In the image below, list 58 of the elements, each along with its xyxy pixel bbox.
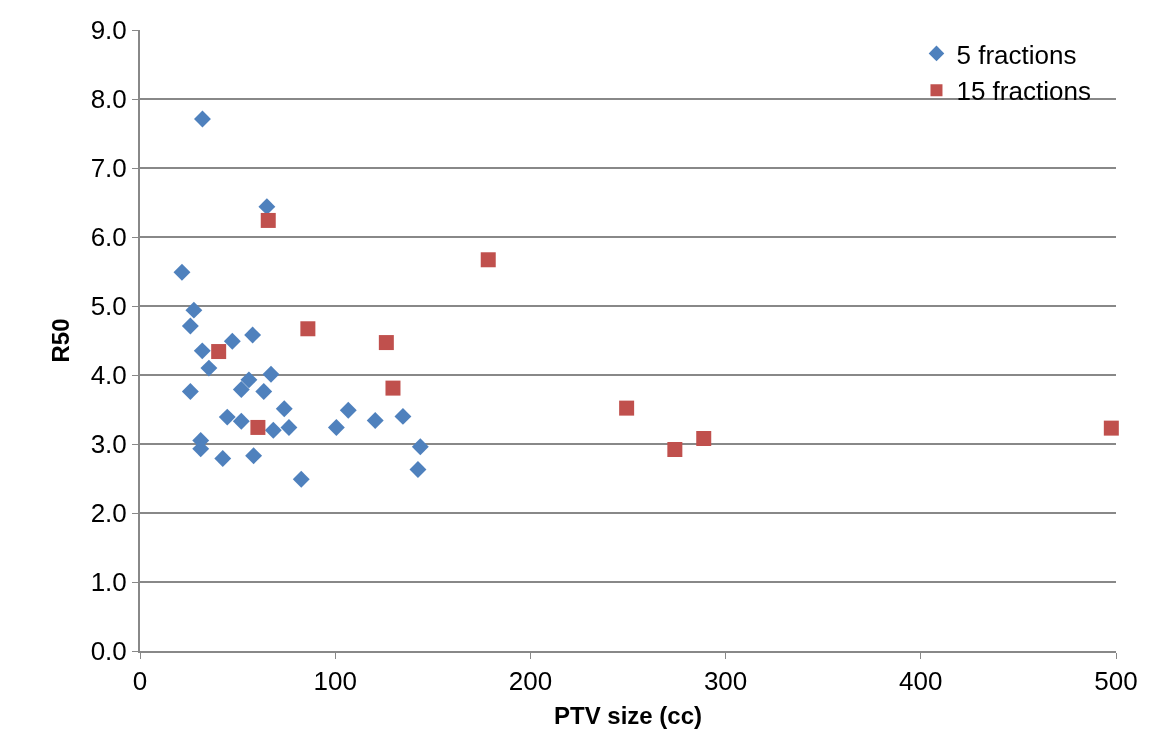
point <box>280 418 298 436</box>
point <box>262 365 280 383</box>
point <box>173 263 191 281</box>
x-tick-label: 0 <box>132 666 148 697</box>
point <box>200 359 218 377</box>
y-tick-label: 2.0 <box>90 498 127 529</box>
point <box>232 381 250 398</box>
legend-label: 5 fractions <box>956 39 1077 70</box>
point <box>292 470 310 488</box>
x-tick-label: 300 <box>703 666 748 697</box>
point <box>264 421 282 439</box>
point <box>232 412 250 430</box>
y-tick-label: 7.0 <box>90 153 127 184</box>
point <box>378 335 394 351</box>
y-tick-label: 0.0 <box>90 636 127 667</box>
y-tick-label: 4.0 <box>90 360 127 391</box>
y-tick-label: 3.0 <box>90 429 127 460</box>
point <box>1103 420 1119 436</box>
point <box>385 380 401 396</box>
y-axis-title: R50 <box>47 318 75 363</box>
legend-label: 15 fractions <box>956 76 1091 107</box>
point <box>366 412 384 429</box>
x-tick-label: 500 <box>1094 666 1138 697</box>
point <box>275 400 293 418</box>
point <box>327 418 345 436</box>
point <box>245 447 263 465</box>
y-tick-label: 5.0 <box>90 291 127 322</box>
point <box>185 301 203 319</box>
point <box>244 326 262 344</box>
point <box>696 430 712 446</box>
y-tick-label: 8.0 <box>90 84 127 115</box>
point <box>619 400 635 416</box>
point <box>214 450 232 467</box>
point <box>300 321 316 337</box>
x-tick-label: 400 <box>899 666 943 697</box>
point <box>240 371 258 389</box>
point <box>194 110 211 128</box>
point <box>181 383 199 401</box>
point <box>211 344 227 360</box>
y-tick-label: 9.0 <box>90 15 127 46</box>
point <box>218 408 236 426</box>
point <box>181 317 199 335</box>
point <box>339 401 357 419</box>
point <box>223 332 241 350</box>
point <box>409 461 427 478</box>
point <box>193 342 211 360</box>
point <box>260 212 276 228</box>
x-axis-title: PTV size (cc) <box>553 702 703 729</box>
point <box>255 383 273 401</box>
point <box>480 252 496 268</box>
point <box>250 419 266 435</box>
x-tick-label: 100 <box>313 666 357 697</box>
point <box>667 442 683 458</box>
y-tick-label: 6.0 <box>90 222 127 253</box>
x-tick-label: 200 <box>508 666 553 697</box>
point <box>394 407 412 425</box>
point <box>411 438 429 456</box>
y-tick-label: 1.0 <box>90 567 127 598</box>
